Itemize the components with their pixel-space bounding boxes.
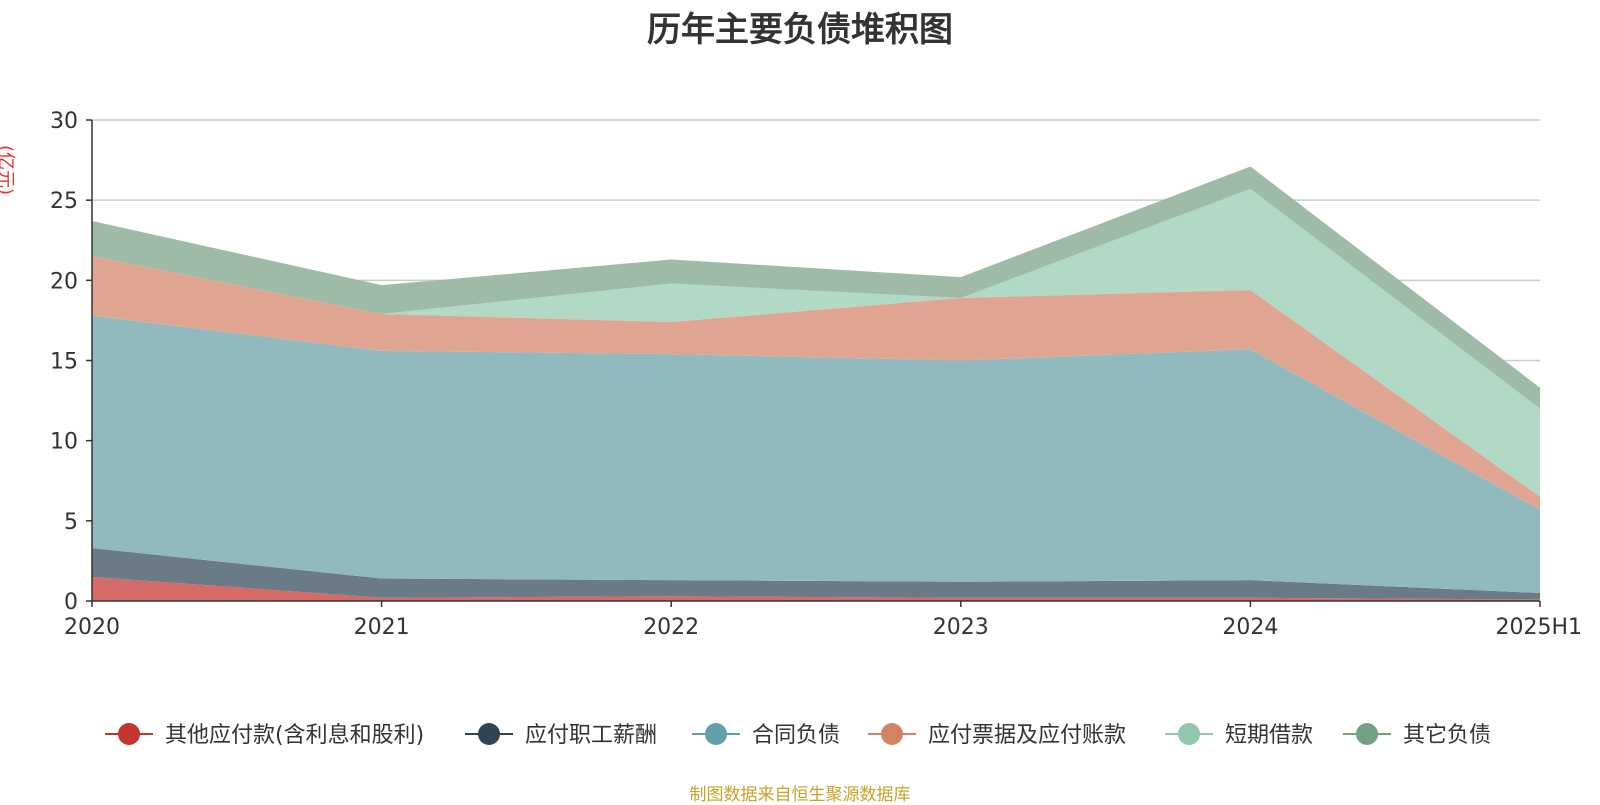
y-tick-label: 10 (50, 430, 78, 455)
y-tick-label: 20 (50, 269, 78, 294)
x-tick-label: 2024 (1222, 615, 1278, 640)
x-tick-label: 2022 (643, 615, 699, 640)
legend-marker-icon (118, 723, 140, 745)
legend-item-6: 其它负债 (1343, 723, 1491, 748)
legend-marker-icon (1178, 723, 1200, 745)
x-tick-label: 2021 (354, 615, 410, 640)
legend-item-4: 应付票据及应付账款 (868, 723, 1126, 748)
legend-item-1: 其他应付款(含利息和股利) (105, 723, 424, 748)
y-tick-label: 15 (50, 350, 78, 375)
area-series-5 (92, 188, 1540, 497)
data-source-note: 制图数据来自恒生聚源数据库 (689, 785, 911, 805)
legend-marker-icon (705, 723, 727, 745)
legend-label: 应付职工薪酬 (525, 723, 657, 748)
x-tick-label: 2023 (933, 615, 989, 640)
y-tick-label: 0 (64, 590, 78, 615)
legend-marker-icon (478, 723, 500, 745)
legend-item-5: 短期借款 (1165, 723, 1313, 748)
legend-label: 其它负债 (1403, 723, 1491, 748)
legend-marker-icon (881, 723, 903, 745)
x-tick-label: 2025H1 (1495, 615, 1582, 640)
y-tick-label: 5 (64, 510, 78, 535)
legend-item-2: 应付职工薪酬 (465, 723, 657, 748)
y-tick-label: 30 (50, 109, 78, 134)
legend-marker-icon (1356, 723, 1378, 745)
stacked-area-chart: 0 5 10 15 20 25 30 2020 2021 2022 2023 2024 2025H1 其… (50, 109, 1582, 748)
legend-item-3: 合同负债 (692, 723, 840, 748)
area-series-4 (92, 256, 1540, 510)
area-series-2 (92, 548, 1540, 600)
legend-label: 短期借款 (1225, 723, 1313, 748)
legend-label: 合同负债 (752, 723, 840, 748)
chart-title: 历年主要负债堆积图 (647, 10, 953, 50)
legend-label: 应付票据及应付账款 (928, 723, 1126, 748)
legend-label: 其他应付款(含利息和股利) (165, 723, 424, 748)
x-tick-label: 2020 (64, 615, 120, 640)
area-series-3 (92, 315, 1540, 593)
area-series-group (92, 166, 1540, 601)
axes: 0 5 10 15 20 25 30 2020 2021 2022 2023 2024 2025H1 (50, 109, 1582, 640)
legend: 其他应付款(含利息和股利) 应付职工薪酬 合同负债 应付票据及应付账款 短期借款 其它负债 (105, 723, 1491, 748)
area-series-1 (92, 576, 1540, 601)
area-series-6 (92, 166, 1540, 409)
y-tick-label: 25 (50, 189, 78, 214)
